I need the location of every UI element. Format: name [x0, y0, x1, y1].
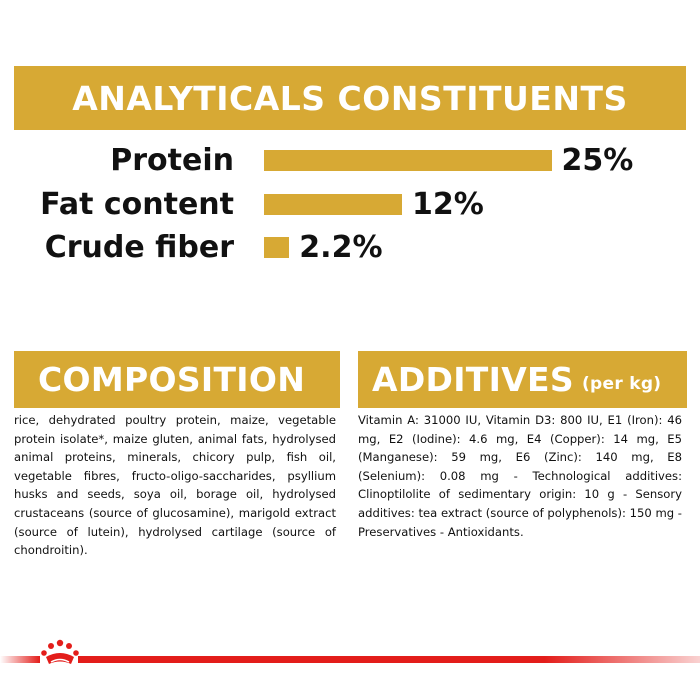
crown-icon: [41, 639, 79, 664]
additives-title: ADDITIVES: [372, 360, 574, 399]
composition-text: rice, dehydrated poultry protein, maize,…: [14, 413, 336, 558]
footer-line: [78, 656, 700, 663]
crude-fiber-bar: [264, 237, 290, 258]
composition-title: COMPOSITION: [14, 351, 340, 408]
additives-unit: (per kg): [581, 373, 662, 394]
crude-fiber-label: Crude fiber: [44, 230, 234, 265]
protein-value: 25%: [561, 143, 634, 178]
fat-content-bar: [264, 194, 402, 215]
fat-content-label: Fat content: [40, 187, 234, 222]
protein-bar: [264, 150, 552, 171]
fat-content-value: 12%: [412, 187, 484, 222]
additives-header: ADDITIVES (per kg): [358, 351, 687, 408]
analytics-title: ANALYTICALS CONSTITUENTS: [14, 66, 686, 130]
crude-fiber-value: 2.2%: [299, 230, 383, 265]
additives-text: Vitamin A: 31000 IU, Vitamin D3: 800 IU,…: [358, 413, 682, 539]
footer-line-left: [0, 656, 40, 663]
protein-label: Protein: [110, 143, 234, 178]
